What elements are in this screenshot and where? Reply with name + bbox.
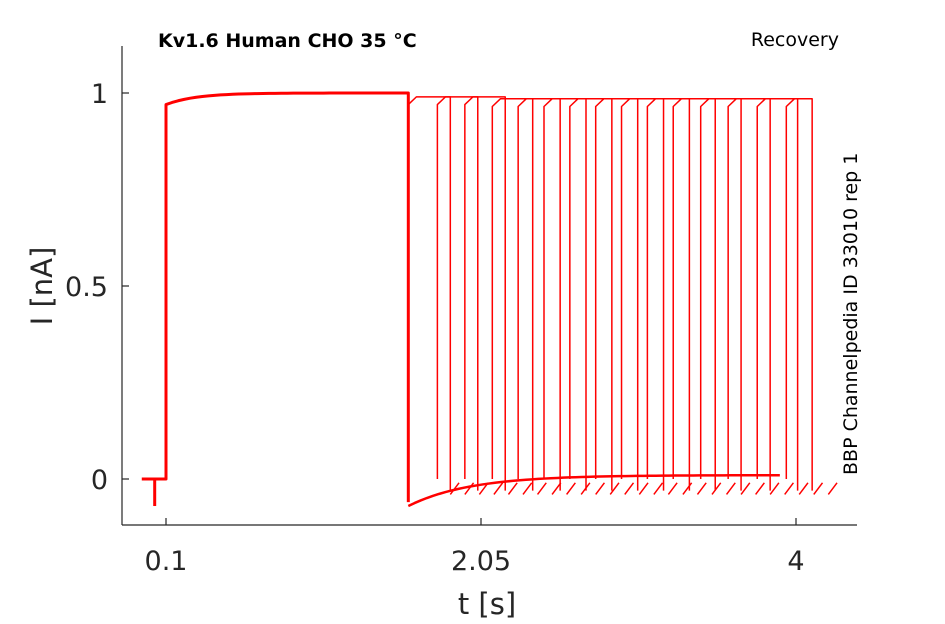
tail-dash — [536, 482, 547, 495]
tail-dash — [464, 482, 475, 495]
dataset-note: BBP Channelpedia ID 33010 rep 1 — [840, 153, 862, 475]
tail-dash — [653, 482, 664, 495]
tail-dash — [682, 482, 693, 495]
test-pulse-trace — [436, 96, 479, 491]
tail-dash — [827, 482, 838, 495]
tail-dash — [493, 482, 504, 495]
test-pulse-trace — [407, 96, 452, 491]
x-axis-label: t [s] — [458, 587, 516, 621]
traces — [141, 91, 838, 508]
tail-dash — [755, 482, 765, 495]
tail-dash — [725, 482, 736, 495]
x-tick-label: 4 — [787, 546, 804, 577]
tail-dash — [711, 482, 722, 495]
test-pulse-trace — [699, 98, 742, 491]
tail-dash — [609, 482, 620, 495]
test-pulse-trace — [543, 98, 587, 491]
conditioning-trace — [141, 91, 410, 503]
tail-dash — [813, 482, 824, 495]
tail-dash — [740, 482, 751, 495]
chart-subtitle: Recovery — [751, 29, 839, 51]
test-pulse-trace — [756, 98, 799, 491]
tail-dash — [638, 482, 649, 495]
test-pulse-trace — [491, 98, 534, 491]
tail-dash — [580, 482, 591, 495]
test-pulse-trace — [517, 98, 561, 491]
recovery-trace — [407, 473, 780, 508]
tail-dash — [449, 482, 460, 495]
test-pulse-trace — [646, 98, 691, 491]
x-tick-label: 2.05 — [451, 546, 511, 577]
axes — [121, 46, 857, 526]
test-pulse-trace — [569, 98, 613, 491]
x-tick-label: 0.1 — [145, 546, 188, 577]
ticks: 0.1 2.05 4 0 0.5 1 — [65, 79, 805, 577]
tail-dash — [478, 482, 489, 495]
tail-dash — [551, 482, 562, 495]
tail-dash — [522, 482, 533, 495]
chart-title: Kv1.6 Human CHO 35 °C — [158, 30, 417, 52]
tail-dash — [566, 482, 576, 495]
tail-dash — [595, 482, 606, 495]
y-axis-label: I [nA] — [25, 247, 59, 326]
test-pulse-trace — [620, 98, 665, 491]
tail-dash — [784, 482, 795, 495]
tail-dash — [696, 482, 707, 495]
test-pulse-trace — [785, 98, 813, 491]
tail-dash — [798, 482, 809, 495]
y-tick-label: 0 — [91, 465, 108, 496]
tail-dash — [507, 482, 518, 495]
tail-dash — [667, 482, 678, 495]
tail-dash — [769, 482, 780, 495]
tail-dash — [624, 482, 635, 495]
y-tick-label: 1 — [91, 79, 108, 110]
test-pulse-trace — [727, 98, 771, 491]
test-pulse-trace — [594, 98, 639, 491]
test-pulse-trace — [464, 96, 506, 491]
test-pulse-trace — [672, 98, 716, 491]
y-tick-label: 0.5 — [65, 272, 108, 303]
